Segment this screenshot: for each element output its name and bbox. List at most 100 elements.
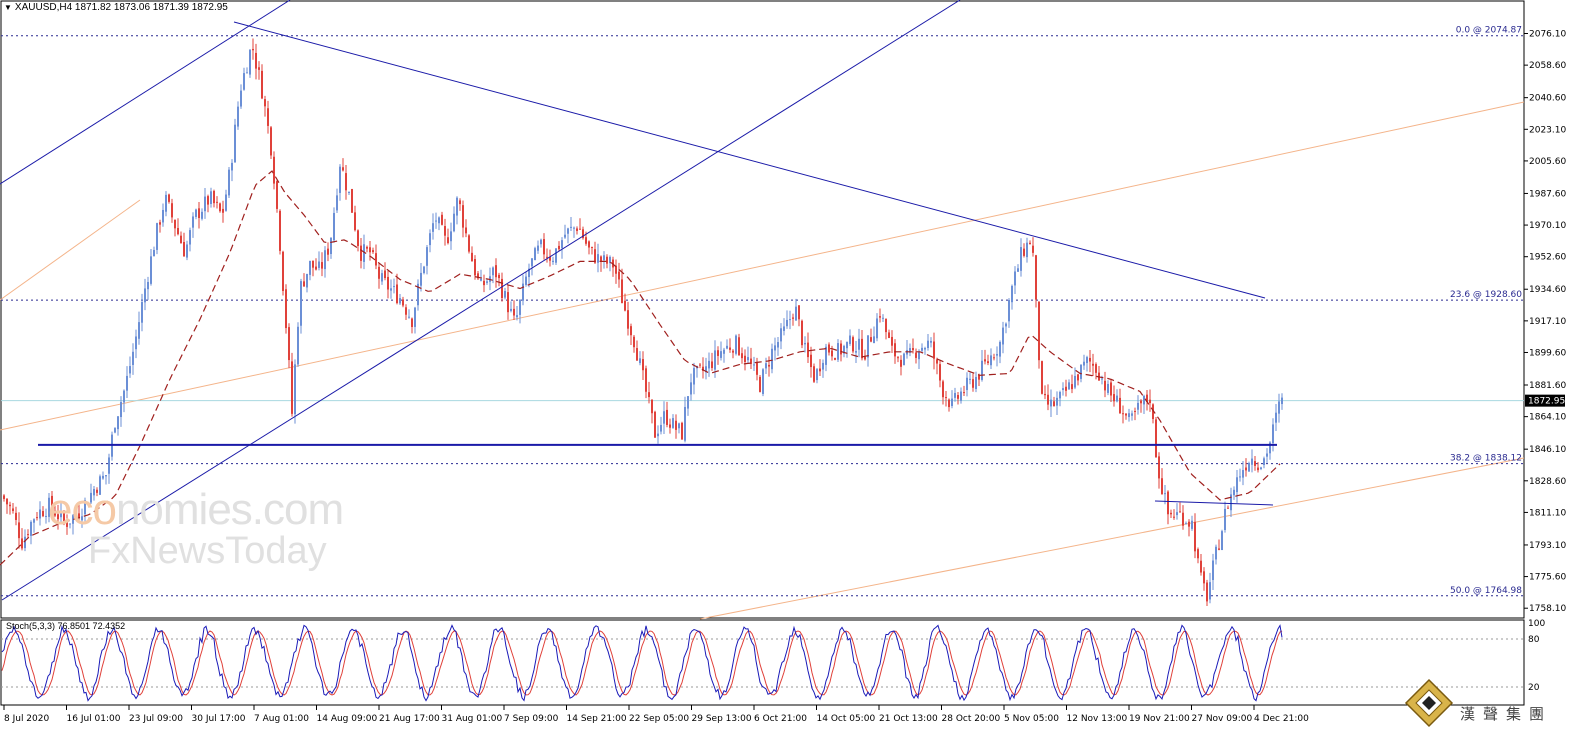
candle-body (1080, 364, 1082, 379)
candle-body (276, 181, 278, 209)
candle-body (585, 237, 587, 244)
candles (3, 38, 1283, 607)
candle-body (96, 489, 98, 493)
candle-body (939, 364, 941, 381)
candle-body (312, 260, 314, 268)
time-label: 31 Aug 01:00 (442, 714, 503, 724)
candle-body (648, 392, 650, 398)
candle-body (225, 194, 227, 211)
fib-level-label: 50.0 @ 1764.98 (1450, 586, 1522, 596)
candle-body (507, 292, 509, 313)
candle-body (123, 390, 125, 403)
candle-body (786, 319, 788, 327)
watermark-economies: economies.com (48, 485, 344, 535)
candle-body (969, 378, 971, 380)
candle-body (894, 343, 896, 357)
candle-body (765, 363, 767, 369)
stoch-main-line (1, 624, 1283, 702)
price-label: 2023.10 (1529, 125, 1566, 135)
candle-body (1020, 247, 1022, 271)
candle-body (348, 191, 350, 193)
time-label: 21 Aug 17:00 (379, 714, 440, 724)
price-label: 2076.10 (1529, 30, 1566, 40)
time-label: 5 Nov 05:00 (1004, 714, 1059, 724)
candle-body (573, 227, 575, 229)
trendlines[interactable] (0, 0, 1277, 601)
candle-body (282, 251, 284, 291)
candle-body (759, 376, 761, 392)
candle-body (441, 214, 443, 225)
candle-body (1188, 521, 1190, 527)
time-label: 6 Oct 21:00 (754, 714, 807, 724)
candle-body (876, 318, 878, 339)
candle-body (90, 492, 92, 503)
candle-body (135, 336, 137, 350)
orange-trendline (0, 199, 141, 301)
time-axis: 8 Jul 2020 16 Jul 01:00 23 Jul 09:00 30 Jul… (3, 705, 1309, 724)
candle-body (528, 268, 530, 278)
candle-body (723, 349, 725, 354)
candle-body (627, 310, 629, 329)
candle-body (666, 409, 668, 425)
price-label: 1758.10 (1529, 604, 1566, 614)
candle-body (1074, 375, 1076, 388)
candle-body (1008, 300, 1010, 322)
candle-body (459, 200, 461, 205)
candle-body (771, 348, 773, 370)
candle-body (198, 208, 200, 219)
candle-body (147, 281, 149, 290)
candle-body (1113, 394, 1115, 402)
candle-body (984, 359, 986, 362)
collapse-triangle-icon[interactable]: ▼ (4, 3, 12, 12)
candle-body (990, 355, 992, 366)
candle-body (279, 210, 281, 251)
candle-body (882, 317, 884, 319)
candle-body (774, 345, 776, 351)
candle-body (846, 342, 848, 349)
candle-body (1011, 285, 1013, 303)
candle-body (546, 256, 548, 258)
candle-body (531, 258, 533, 267)
candle-body (1203, 571, 1205, 584)
orange-channel-lines[interactable] (0, 101, 1525, 620)
candle-body (909, 348, 911, 353)
stochastic-label: Stoch(5,3,3) 76.8501 72.4352 (6, 621, 126, 631)
candle-body (1272, 424, 1274, 444)
fibonacci-levels[interactable] (1, 35, 1524, 597)
candle-body (966, 377, 968, 391)
candle-body (828, 344, 830, 353)
candle-body (1164, 493, 1166, 495)
candle-body (834, 358, 836, 360)
candle-body (27, 534, 29, 536)
candle-body (930, 340, 932, 343)
candle-body (1209, 582, 1211, 600)
candle-body (513, 308, 515, 316)
candle-body (402, 299, 404, 306)
candle-body (822, 362, 824, 370)
time-label: 28 Oct 20:00 (942, 714, 1001, 724)
time-label: 14 Aug 09:00 (317, 714, 378, 724)
candle-body (855, 351, 857, 353)
candle-body (1275, 412, 1277, 423)
candle-body (327, 248, 329, 255)
time-label: 22 Sep 05:00 (629, 714, 689, 724)
price-label: 1828.60 (1529, 477, 1566, 487)
candle-body (711, 361, 713, 368)
candle-body (222, 208, 224, 213)
candle-body (1092, 363, 1094, 366)
candle-body (324, 250, 326, 270)
candle-body (753, 364, 755, 366)
candle-body (525, 276, 527, 285)
price-label: 1864.10 (1529, 413, 1566, 423)
candle-body (201, 211, 203, 219)
candle-body (606, 256, 608, 264)
candle-body (561, 240, 563, 249)
time-label: 7 Aug 01:00 (254, 714, 309, 724)
candle-body (75, 513, 77, 515)
candle-body (924, 348, 926, 350)
candle-body (6, 498, 8, 505)
candle-body (1077, 374, 1079, 381)
candle-body (126, 375, 128, 391)
candle-body (891, 336, 893, 346)
